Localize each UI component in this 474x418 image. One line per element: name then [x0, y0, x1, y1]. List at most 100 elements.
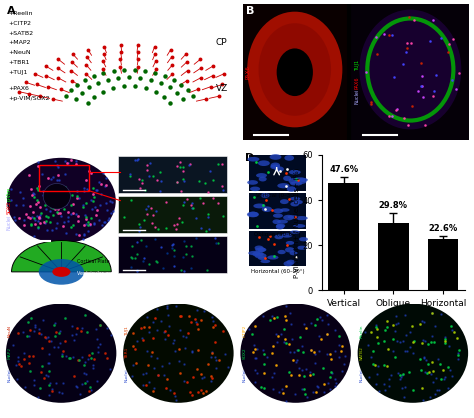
- Ellipse shape: [258, 23, 331, 116]
- Ellipse shape: [6, 303, 116, 403]
- Text: Vertical (0–30°): Vertical (0–30°): [256, 194, 299, 199]
- Text: Nuclei: Nuclei: [7, 214, 12, 229]
- Text: +TUJ1: +TUJ1: [8, 70, 27, 75]
- Text: Horizontal (60–90°): Horizontal (60–90°): [251, 269, 305, 274]
- Bar: [351, 4, 469, 140]
- Text: Nuclei: Nuclei: [125, 368, 129, 382]
- Bar: [118, 196, 227, 233]
- Ellipse shape: [123, 303, 234, 403]
- Ellipse shape: [250, 186, 260, 191]
- Text: TUJ1: TUJ1: [125, 326, 129, 336]
- Text: D: D: [245, 153, 254, 163]
- Ellipse shape: [260, 260, 270, 263]
- Ellipse shape: [256, 173, 267, 178]
- Text: C: C: [8, 153, 16, 163]
- Ellipse shape: [296, 216, 308, 220]
- Ellipse shape: [290, 230, 300, 234]
- Ellipse shape: [280, 199, 289, 204]
- Text: TUJ1: TUJ1: [355, 60, 360, 71]
- Ellipse shape: [247, 212, 259, 217]
- Ellipse shape: [252, 251, 264, 257]
- Text: CP: CP: [216, 38, 227, 47]
- Text: F: F: [124, 307, 131, 317]
- Text: Oblique (30–60°): Oblique (30–60°): [255, 232, 301, 237]
- Text: E: E: [7, 307, 14, 317]
- Ellipse shape: [7, 158, 116, 243]
- Ellipse shape: [276, 224, 284, 229]
- Text: G: G: [242, 307, 249, 317]
- Ellipse shape: [273, 209, 283, 213]
- Ellipse shape: [255, 247, 266, 252]
- Ellipse shape: [287, 186, 296, 192]
- Text: Nuclei: Nuclei: [8, 368, 12, 382]
- Text: +TBR1: +TBR1: [8, 60, 30, 65]
- Ellipse shape: [271, 163, 280, 168]
- Ellipse shape: [277, 220, 288, 224]
- Ellipse shape: [289, 178, 297, 184]
- Ellipse shape: [283, 176, 291, 181]
- Ellipse shape: [260, 193, 270, 198]
- Ellipse shape: [240, 303, 351, 403]
- Ellipse shape: [248, 251, 260, 255]
- Text: CTIP2: CTIP2: [242, 325, 246, 337]
- Ellipse shape: [358, 303, 468, 403]
- Ellipse shape: [247, 180, 258, 185]
- Bar: [118, 156, 227, 194]
- Bar: [118, 236, 227, 273]
- Text: PAX6: PAX6: [355, 77, 360, 89]
- Text: +SATB2: +SATB2: [8, 31, 33, 36]
- Ellipse shape: [258, 247, 265, 252]
- Ellipse shape: [247, 157, 259, 161]
- Ellipse shape: [283, 215, 294, 220]
- Ellipse shape: [289, 170, 301, 175]
- Ellipse shape: [286, 260, 295, 265]
- Ellipse shape: [43, 184, 71, 209]
- Text: +MAP2: +MAP2: [8, 41, 31, 46]
- Ellipse shape: [290, 181, 302, 186]
- Ellipse shape: [52, 267, 71, 277]
- Ellipse shape: [282, 233, 292, 238]
- Ellipse shape: [293, 224, 305, 228]
- Ellipse shape: [285, 247, 294, 252]
- Ellipse shape: [296, 179, 306, 184]
- Text: B: B: [246, 6, 255, 16]
- Ellipse shape: [294, 177, 306, 181]
- Ellipse shape: [258, 161, 270, 166]
- Bar: [243, 4, 347, 140]
- Text: SOX2: SOX2: [7, 201, 12, 214]
- Ellipse shape: [278, 250, 286, 254]
- Bar: [249, 155, 306, 191]
- Ellipse shape: [255, 253, 266, 259]
- Ellipse shape: [248, 212, 258, 217]
- Ellipse shape: [290, 251, 298, 255]
- Ellipse shape: [39, 259, 84, 285]
- Text: NeuN: NeuN: [8, 325, 12, 337]
- Ellipse shape: [259, 176, 267, 181]
- Text: p-Vim: p-Vim: [7, 186, 12, 201]
- Ellipse shape: [286, 241, 294, 245]
- Bar: [39, 165, 89, 191]
- Ellipse shape: [359, 10, 461, 130]
- Ellipse shape: [297, 178, 308, 182]
- Text: Nuclei: Nuclei: [242, 368, 246, 382]
- Ellipse shape: [284, 155, 294, 161]
- Text: MAP2: MAP2: [8, 347, 12, 359]
- Text: SATB2: SATB2: [360, 346, 364, 360]
- Text: Reelin: Reelin: [360, 324, 364, 338]
- Text: +Reelin: +Reelin: [8, 11, 33, 16]
- Ellipse shape: [299, 237, 308, 241]
- Ellipse shape: [262, 206, 272, 212]
- Text: PAX6: PAX6: [246, 65, 251, 79]
- Ellipse shape: [293, 200, 303, 204]
- Ellipse shape: [297, 246, 307, 250]
- Ellipse shape: [267, 255, 279, 260]
- Text: Nuclei: Nuclei: [355, 89, 360, 104]
- Text: Cortical Plate: Cortical Plate: [77, 260, 110, 265]
- Ellipse shape: [253, 204, 265, 208]
- Ellipse shape: [273, 219, 281, 224]
- Ellipse shape: [283, 261, 293, 266]
- Text: VZ: VZ: [216, 84, 228, 93]
- Ellipse shape: [258, 256, 266, 260]
- Text: SOX2: SOX2: [242, 347, 246, 359]
- Ellipse shape: [273, 214, 283, 218]
